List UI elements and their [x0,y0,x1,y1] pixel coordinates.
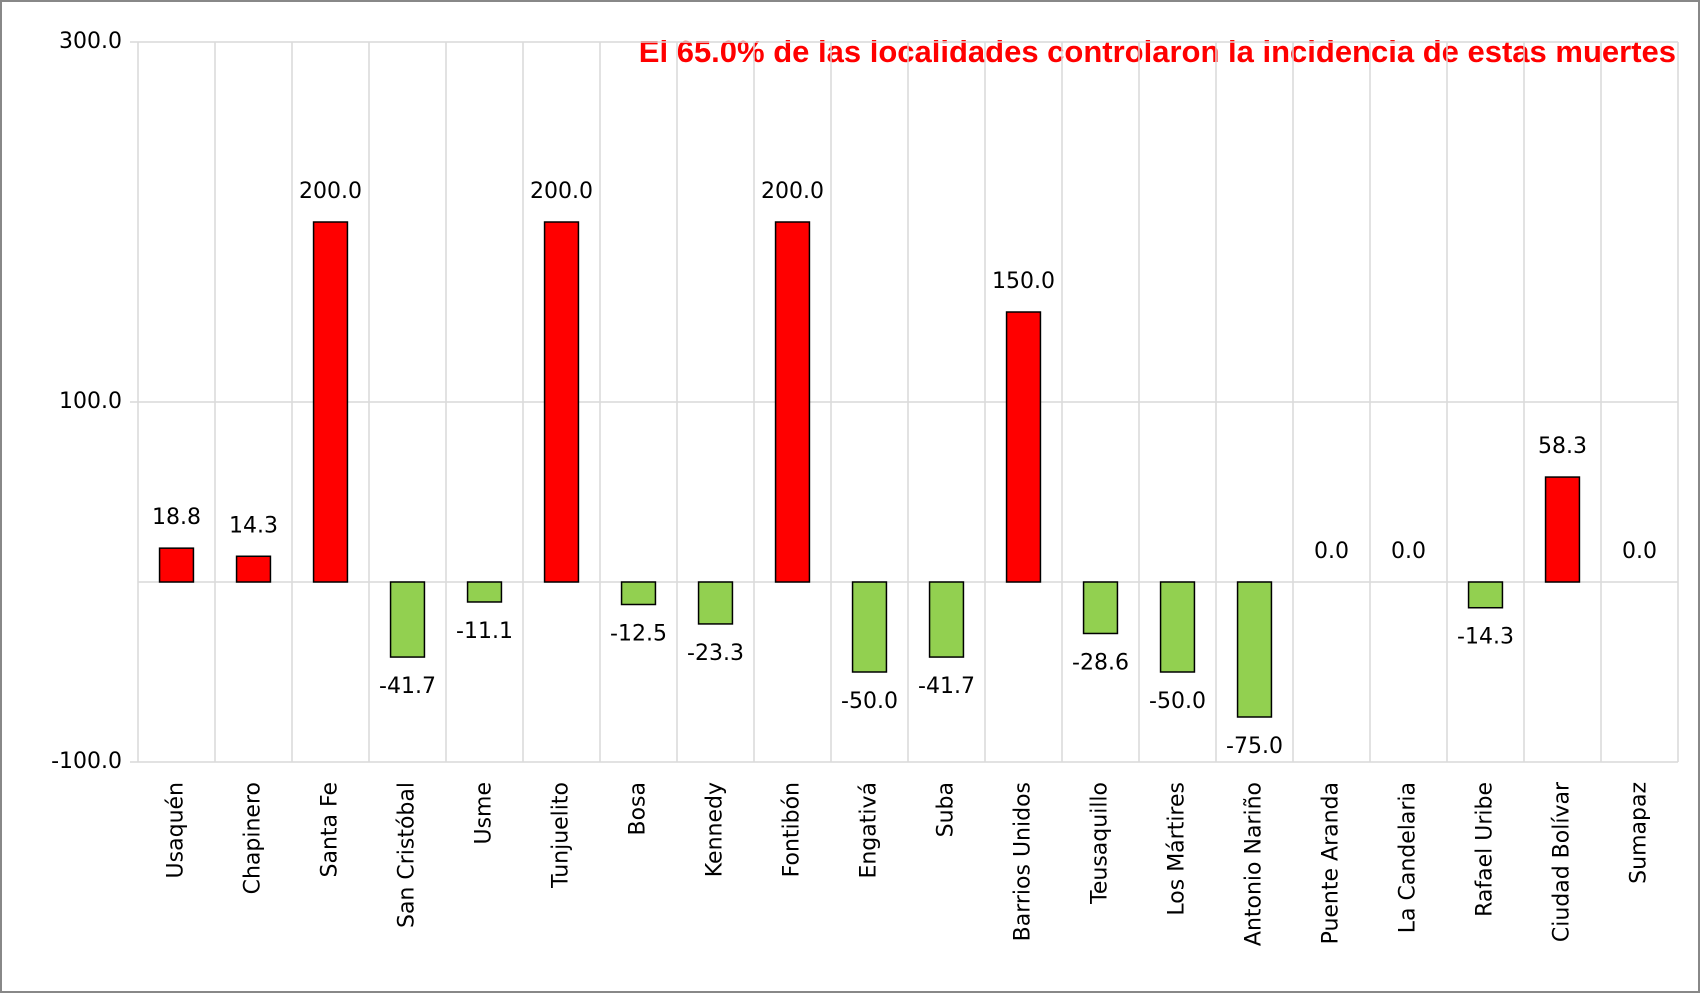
data-label: 200.0 [530,179,593,204]
bar [1159,581,1196,673]
bar [1544,476,1581,583]
x-tick-label: Bosa [626,782,651,836]
x-tick-label: Engativá [857,782,882,879]
x-tick-label: Suba [934,782,959,837]
data-label: -50.0 [1149,689,1206,714]
x-tick-label: Sumapaz [1627,782,1652,884]
x-tick-label: Rafael Uribe [1473,782,1498,917]
bar [697,581,734,625]
x-tick-label: Puente Aranda [1319,782,1344,944]
bar [851,581,888,673]
x-tick-label: Los Mártires [1165,782,1190,916]
x-tick-label: La Candelaria [1396,782,1421,933]
x-tick-label: Chapinero [241,782,266,894]
data-label: -14.3 [1457,625,1514,650]
data-label: 58.3 [1538,434,1587,459]
data-label: 0.0 [1622,539,1657,564]
data-label: 150.0 [992,269,1055,294]
x-tick-label: Teusaquillo [1088,782,1113,905]
bar [1236,581,1273,718]
y-tick-label: 300.0 [59,29,122,54]
data-label: 200.0 [761,179,824,204]
x-tick-label: Antonio Nariño [1242,782,1267,946]
data-label: 200.0 [299,179,362,204]
data-label: -41.7 [379,674,436,699]
data-label: -12.5 [610,622,667,647]
x-tick-label: San Cristóbal [395,782,420,928]
x-tick-label: Tunjuelito [549,782,574,889]
data-label: -41.7 [918,674,975,699]
data-label: 0.0 [1314,539,1349,564]
bar [1467,581,1504,609]
data-label: 14.3 [229,513,278,538]
bar [774,221,811,583]
bar [235,555,272,583]
x-tick-label: Usme [472,782,497,845]
x-tick-label: Ciudad Bolívar [1550,781,1575,942]
x-tick-label: Santa Fe [318,782,343,877]
annotation: El 65.0% de las localidades controlaron … [639,34,1676,69]
bar [466,581,503,603]
data-label: -28.6 [1072,650,1129,675]
data-label: -75.0 [1226,734,1283,759]
data-label: 0.0 [1391,539,1426,564]
bar [1082,581,1119,635]
data-label: -11.1 [456,619,513,644]
x-tick-label: Kennedy [703,782,728,877]
x-tick-label: Barrios Unidos [1011,782,1036,941]
bar [1005,311,1042,583]
bar [312,221,349,583]
bar [389,581,426,658]
data-label: -50.0 [841,689,898,714]
x-tick-label: Usaquén [164,782,189,878]
bar [620,581,657,606]
y-tick-label: -100.0 [51,749,122,774]
x-tick-label: Fontibón [780,782,805,877]
y-tick-label: 100.0 [59,389,122,414]
data-label: 18.8 [152,505,201,530]
bar [543,221,580,583]
bar [928,581,965,658]
data-label: -23.3 [687,641,744,666]
bar [158,547,195,583]
